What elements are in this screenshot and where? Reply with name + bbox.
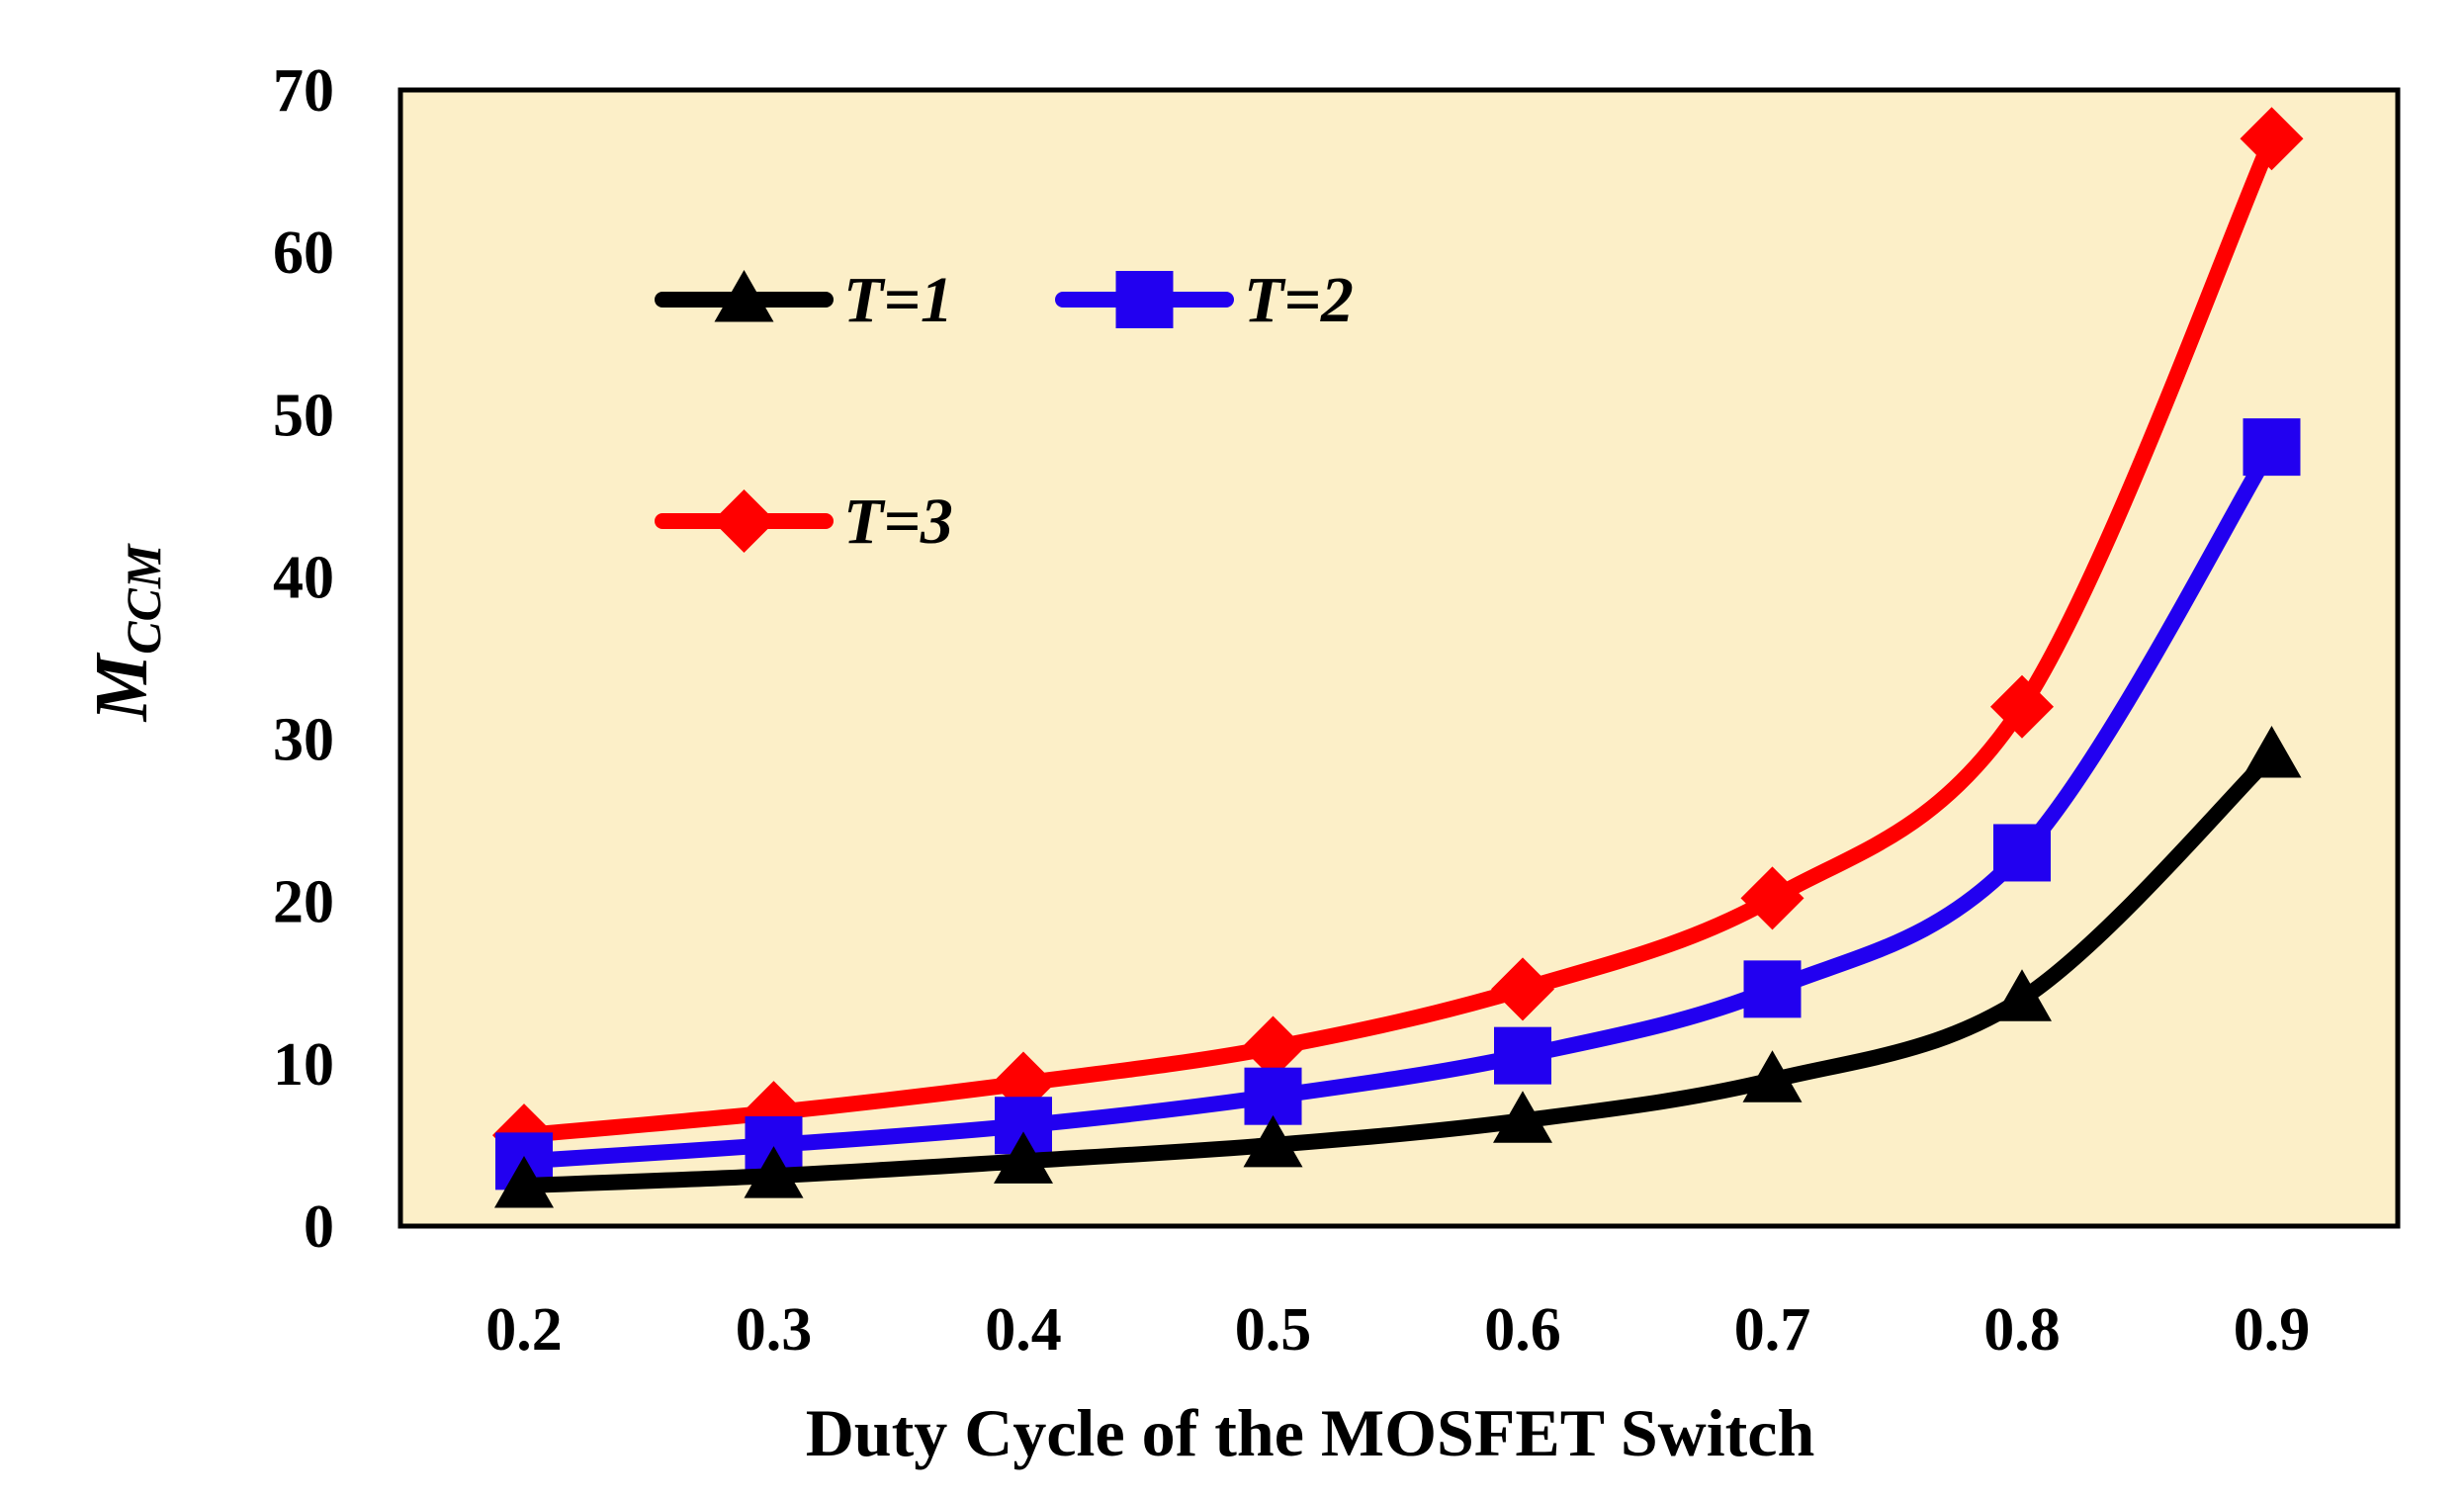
data-point-marker bbox=[494, 1155, 554, 1208]
x-tick-label: 0.2 bbox=[485, 1296, 563, 1364]
data-point-marker bbox=[1992, 969, 2052, 1021]
series-t2 bbox=[495, 418, 2301, 1190]
y-tick-label: 0 bbox=[304, 1193, 334, 1261]
y-tick-label: 40 bbox=[273, 544, 334, 611]
data-point-marker bbox=[1243, 1114, 1303, 1168]
data-point-marker bbox=[1993, 824, 2051, 882]
legend-marker bbox=[1115, 271, 1174, 328]
series-t1 bbox=[494, 725, 2302, 1208]
legend: T=1 T=2 T=3 bbox=[655, 264, 1354, 558]
legend-marker bbox=[714, 270, 774, 322]
x-tick-label: 0.8 bbox=[1983, 1296, 2061, 1364]
legend-label: T=1 bbox=[843, 264, 953, 336]
data-point-marker bbox=[1742, 1050, 1803, 1102]
x-tick-label: 0.6 bbox=[1484, 1296, 1561, 1364]
data-point-marker bbox=[2243, 418, 2301, 477]
x-axis: 0.2 0.3 0.4 0.5 0.6 0.7 0.8 0.9 bbox=[485, 1296, 2310, 1364]
x-tick-label: 0.7 bbox=[1734, 1296, 1811, 1364]
y-tick-label: 70 bbox=[273, 57, 334, 125]
legend-label: T=3 bbox=[843, 485, 953, 558]
y-axis: 0 10 20 30 40 50 60 70 bbox=[273, 57, 334, 1261]
y-axis-title: MCCM bbox=[80, 543, 171, 722]
y-tick-label: 30 bbox=[273, 707, 334, 774]
series-layer bbox=[492, 107, 2304, 1208]
y-tick-label: 60 bbox=[273, 220, 334, 287]
series-t3 bbox=[492, 107, 2304, 1168]
data-point-marker bbox=[1494, 1026, 1551, 1085]
legend-label: T=2 bbox=[1244, 264, 1354, 336]
legend-item: T=2 bbox=[1055, 264, 1354, 336]
y-axis-title-main: M bbox=[80, 652, 163, 722]
y-axis-title-subscript: CCM bbox=[116, 543, 171, 655]
data-point-marker bbox=[1491, 957, 1554, 1021]
data-point-marker bbox=[1241, 1015, 1305, 1080]
x-tick-label: 0.5 bbox=[1235, 1296, 1312, 1364]
x-tick-label: 0.9 bbox=[2234, 1296, 2311, 1364]
y-tick-label: 10 bbox=[273, 1031, 334, 1099]
data-point-marker bbox=[1493, 1091, 1552, 1143]
data-point-marker bbox=[744, 1146, 804, 1198]
data-point-marker bbox=[2240, 107, 2304, 171]
y-tick-label: 50 bbox=[273, 382, 334, 449]
x-tick-label: 0.3 bbox=[736, 1296, 813, 1364]
data-point-marker bbox=[1990, 674, 2054, 739]
data-point-marker bbox=[994, 1131, 1053, 1184]
legend-item: T=1 bbox=[655, 264, 953, 336]
x-tick-label: 0.4 bbox=[985, 1296, 1062, 1364]
x-axis-title: Duty Cycle of the MOSFET Switch bbox=[806, 1395, 1815, 1470]
y-tick-label: 20 bbox=[273, 869, 334, 936]
plot-area bbox=[397, 87, 2401, 1229]
data-point-marker bbox=[1743, 960, 1802, 1018]
data-point-marker bbox=[2242, 725, 2302, 778]
legend-marker bbox=[712, 489, 776, 553]
data-point-marker bbox=[1740, 866, 1804, 930]
legend-item: T=3 bbox=[655, 485, 953, 558]
